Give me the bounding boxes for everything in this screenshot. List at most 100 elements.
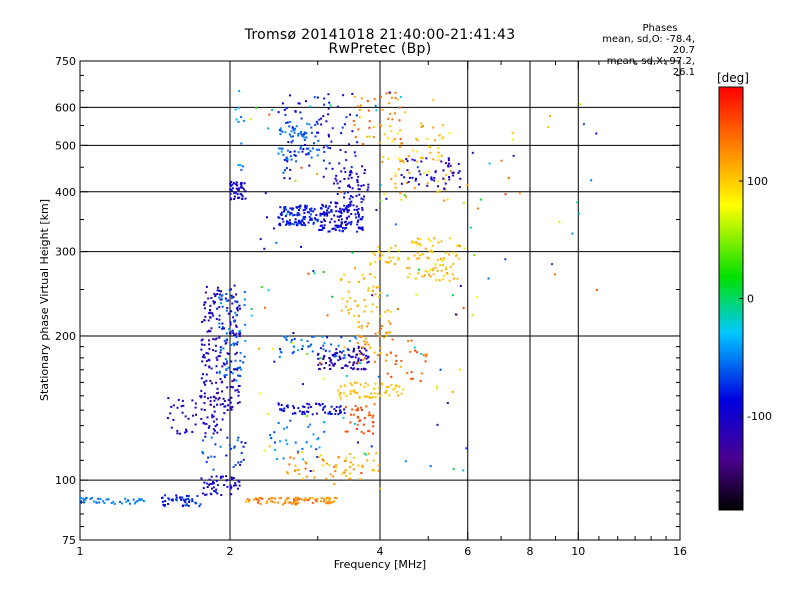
data-point bbox=[415, 241, 418, 244]
data-point bbox=[358, 350, 361, 352]
data-point bbox=[202, 373, 204, 376]
data-point bbox=[449, 237, 452, 240]
data-point bbox=[356, 178, 359, 181]
data-point bbox=[337, 219, 340, 222]
data-point bbox=[422, 125, 424, 127]
data-point bbox=[212, 432, 215, 435]
data-point bbox=[353, 208, 356, 211]
data-point bbox=[576, 201, 579, 204]
data-point bbox=[349, 392, 352, 395]
data-point bbox=[204, 435, 207, 438]
data-point bbox=[378, 464, 380, 467]
data-point bbox=[225, 293, 228, 295]
data-point bbox=[215, 371, 218, 374]
data-point bbox=[231, 477, 233, 480]
data-point bbox=[281, 130, 284, 133]
data-point bbox=[344, 227, 346, 230]
data-point bbox=[222, 347, 225, 350]
data-point bbox=[243, 304, 246, 307]
data-point bbox=[230, 371, 233, 374]
data-point bbox=[218, 318, 221, 321]
data-point bbox=[346, 211, 349, 214]
data-point bbox=[419, 244, 422, 247]
data-point bbox=[358, 420, 361, 423]
data-point bbox=[258, 347, 261, 350]
data-point bbox=[230, 385, 233, 388]
data-point bbox=[221, 380, 224, 383]
data-point bbox=[343, 204, 346, 207]
data-point bbox=[375, 286, 378, 289]
data-point bbox=[241, 186, 244, 189]
data-point bbox=[170, 498, 173, 501]
data-point bbox=[102, 500, 105, 503]
data-point bbox=[380, 382, 383, 385]
data-point bbox=[221, 418, 224, 421]
data-point bbox=[305, 410, 308, 413]
data-point bbox=[309, 470, 312, 472]
data-point bbox=[309, 218, 311, 221]
data-point bbox=[334, 205, 337, 208]
data-point bbox=[182, 504, 185, 507]
data-point bbox=[424, 360, 427, 363]
data-point bbox=[410, 371, 413, 374]
data-point bbox=[221, 305, 224, 308]
data-point bbox=[390, 383, 393, 386]
data-point bbox=[355, 409, 358, 411]
data-point bbox=[385, 197, 388, 200]
data-point bbox=[411, 377, 414, 380]
data-point bbox=[407, 340, 410, 343]
data-point bbox=[303, 222, 305, 225]
data-point bbox=[433, 176, 436, 179]
data-point bbox=[347, 290, 350, 293]
data-point bbox=[368, 135, 371, 138]
data-point bbox=[321, 335, 324, 338]
data-point bbox=[167, 497, 170, 500]
data-point bbox=[206, 482, 209, 485]
data-point bbox=[286, 149, 289, 152]
data-point bbox=[219, 445, 222, 448]
data-point bbox=[229, 192, 232, 195]
data-point bbox=[595, 289, 598, 291]
data-point bbox=[357, 368, 360, 371]
data-point bbox=[175, 494, 178, 497]
data-point bbox=[213, 292, 216, 295]
data-point bbox=[452, 251, 455, 254]
data-point bbox=[362, 346, 364, 349]
data-point bbox=[297, 450, 300, 453]
data-point bbox=[235, 181, 238, 184]
data-point bbox=[238, 329, 241, 332]
data-point bbox=[437, 241, 440, 244]
data-point bbox=[170, 405, 173, 408]
data-point bbox=[343, 210, 346, 213]
data-point bbox=[349, 461, 352, 464]
data-point bbox=[242, 445, 245, 448]
data-point bbox=[351, 196, 354, 199]
data-point bbox=[337, 456, 340, 459]
data-point bbox=[280, 147, 283, 150]
data-point bbox=[239, 307, 241, 310]
data-point bbox=[353, 151, 356, 154]
data-point bbox=[413, 187, 416, 190]
data-point bbox=[429, 268, 432, 271]
data-point bbox=[442, 258, 445, 261]
data-point bbox=[372, 289, 374, 292]
data-point bbox=[322, 348, 325, 351]
data-point bbox=[289, 94, 291, 97]
data-point bbox=[233, 198, 236, 200]
data-point bbox=[349, 113, 351, 116]
data-point bbox=[311, 413, 314, 416]
data-point bbox=[178, 432, 181, 435]
data-point bbox=[242, 361, 245, 364]
data-point bbox=[454, 313, 457, 316]
data-point bbox=[161, 500, 164, 503]
data-point bbox=[435, 279, 438, 282]
data-point bbox=[377, 250, 380, 253]
data-point bbox=[582, 123, 585, 126]
data-point bbox=[244, 340, 247, 343]
data-point bbox=[397, 168, 400, 171]
data-point bbox=[300, 245, 302, 248]
data-point bbox=[446, 272, 449, 275]
data-point bbox=[292, 214, 295, 217]
data-point bbox=[372, 252, 375, 254]
data-point bbox=[211, 414, 214, 417]
